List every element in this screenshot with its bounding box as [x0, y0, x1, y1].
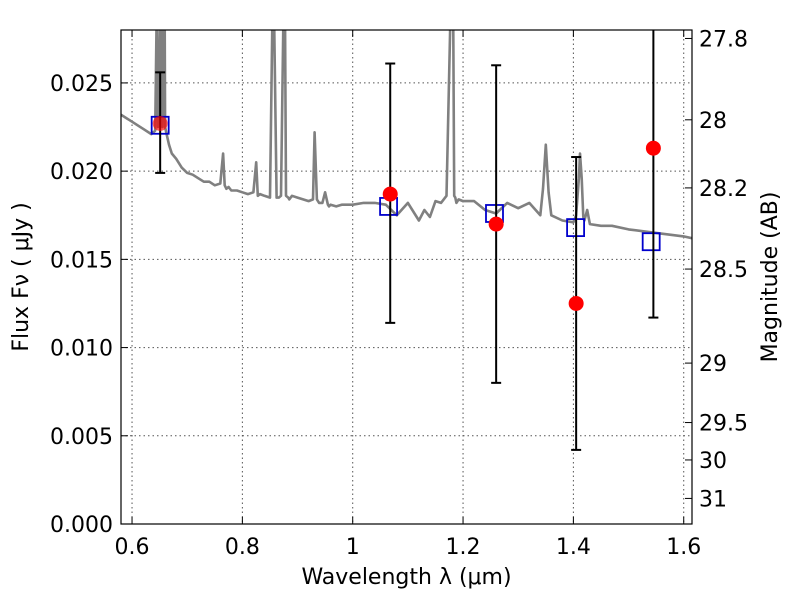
y-axis-title: Flux Fν ( μJy ) — [9, 202, 34, 351]
y-tick-label: 0.000 — [50, 513, 113, 538]
plot-frame — [120, 29, 693, 525]
observed-point — [568, 295, 584, 311]
data-layer — [121, 30, 692, 240]
x-tick-label: 1.4 — [556, 535, 591, 560]
y-tick-label: 0.015 — [50, 248, 113, 273]
sed-line — [121, 30, 692, 240]
right-tick-label: 27.8 — [699, 27, 748, 52]
observed-point — [152, 116, 168, 132]
y-axis-right-title: Magnitude (AB) — [758, 192, 783, 363]
right-tick-label: 28.2 — [699, 177, 748, 202]
observed-point — [645, 140, 661, 156]
x-tick-label: 0.6 — [115, 535, 150, 560]
y-tick-label: 0.020 — [50, 160, 113, 185]
right-tick-label: 29 — [699, 352, 727, 377]
right-tick-label: 31 — [699, 487, 727, 512]
x-tick-label: 1 — [346, 535, 360, 560]
right-tick-label: 30 — [699, 449, 727, 474]
grid-lines — [121, 30, 692, 524]
model-square-point — [641, 232, 661, 252]
x-tick-label: 1.6 — [666, 535, 701, 560]
right-tick-label: 28.5 — [699, 258, 748, 283]
observed-point — [488, 216, 504, 232]
right-tick-label: 29.5 — [699, 412, 748, 437]
x-tick-label: 1.2 — [446, 535, 481, 560]
x-axis-title: Wavelength λ (μm) — [301, 565, 511, 590]
error-bars — [150, 30, 661, 451]
y-tick-label: 0.005 — [50, 425, 113, 450]
observed-point — [382, 186, 398, 202]
x-tick-label: 0.8 — [225, 535, 260, 560]
y-tick-label: 0.010 — [50, 337, 113, 362]
y-tick-label: 0.025 — [50, 72, 113, 97]
right-tick-label: 28 — [699, 109, 727, 134]
axes: 0.6 0.8 1 1.2 1.4 1.6 0.000 0.005 0.010 0.015 0.02… — [9, 27, 783, 590]
